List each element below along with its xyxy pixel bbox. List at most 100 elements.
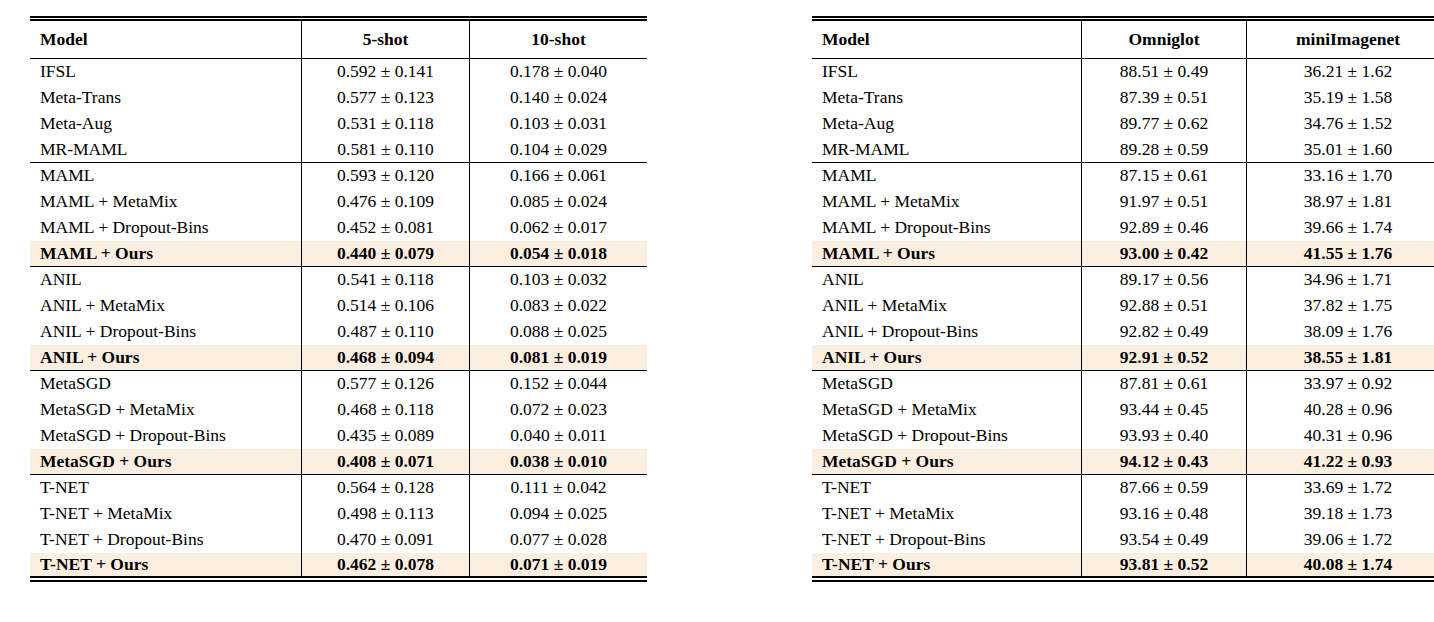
model-cell: MR-MAML [30, 137, 302, 163]
model-cell: ANIL + Ours [812, 345, 1082, 371]
value-cell: 35.01 ± 1.60 [1247, 137, 1434, 163]
value-cell: 0.408 ± 0.071 [302, 449, 470, 475]
column-header: 5-shot [302, 19, 470, 59]
model-cell: MAML + MetaMix [30, 189, 302, 215]
value-cell: 0.088 ± 0.025 [470, 319, 648, 345]
model-cell: T-NET + Ours [30, 553, 302, 579]
model-cell: MAML + Ours [30, 241, 302, 267]
model-cell: MetaSGD + Dropout-Bins [30, 423, 302, 449]
value-cell: 88.51 ± 0.49 [1082, 59, 1247, 85]
table-row: MetaSGD87.81 ± 0.6133.97 ± 0.920.00 [812, 371, 1434, 397]
table-row: ANIL0.541 ± 0.1180.103 ± 0.032 [30, 267, 647, 293]
table-row: MetaSGD + MetaMix93.44 ± 0.4540.28 ± 0.9… [812, 397, 1434, 423]
value-cell: 89.77 ± 0.62 [1082, 111, 1247, 137]
value-cell: 0.054 ± 0.018 [470, 241, 648, 267]
table-row: T-NET87.66 ± 0.5933.69 ± 1.720.00 [812, 475, 1434, 501]
value-cell: 0.531 ± 0.118 [302, 111, 470, 137]
value-cell: 0.085 ± 0.024 [470, 189, 648, 215]
value-cell: 0.452 ± 0.081 [302, 215, 470, 241]
row-group: MAML87.15 ± 0.6133.16 ± 1.700.00MAML + M… [812, 163, 1434, 267]
table-row: T-NET + MetaMix0.498 ± 0.1130.094 ± 0.02… [30, 501, 647, 527]
table-row: ANIL89.17 ± 0.5634.96 ± 1.710.00 [812, 267, 1434, 293]
column-header: Model [812, 19, 1082, 59]
table-row: ANIL + Ours0.468 ± 0.0940.081 ± 0.019 [30, 345, 647, 371]
table-row: T-NET + Dropout-Bins0.470 ± 0.0910.077 ±… [30, 527, 647, 553]
value-cell: 0.435 ± 0.089 [302, 423, 470, 449]
model-cell: ANIL + Dropout-Bins [812, 319, 1082, 345]
value-cell: 40.31 ± 0.96 [1247, 423, 1434, 449]
table-row: ANIL + Dropout-Bins92.82 ± 0.4938.09 ± 1… [812, 319, 1434, 345]
value-cell: 87.66 ± 0.59 [1082, 475, 1247, 501]
value-cell: 0.111 ± 0.042 [470, 475, 648, 501]
column-header: Model [30, 19, 302, 59]
table-row: Meta-Trans87.39 ± 0.5135.19 ± 1.58\ [812, 85, 1434, 111]
value-cell: 93.54 ± 0.49 [1082, 527, 1247, 553]
model-cell: T-NET + MetaMix [30, 501, 302, 527]
value-cell: 0.072 ± 0.023 [470, 397, 648, 423]
value-cell: 0.476 ± 0.109 [302, 189, 470, 215]
table-row: MetaSGD + Ours94.12 ± 0.4341.22 ± 0.93+6… [812, 449, 1434, 475]
value-cell: 41.55 ± 1.76 [1247, 241, 1434, 267]
model-cell: MAML [30, 163, 302, 189]
column-header: 10-shot [470, 19, 648, 59]
row-group: T-NET0.564 ± 0.1280.111 ± 0.042T-NET + M… [30, 475, 647, 579]
table-row: MetaSGD + Dropout-Bins93.93 ± 0.4040.31 … [812, 423, 1434, 449]
table-row: T-NET + MetaMix93.16 ± 0.4839.18 ± 1.73+… [812, 501, 1434, 527]
value-cell: 0.178 ± 0.040 [470, 59, 648, 85]
value-cell: 0.498 ± 0.113 [302, 501, 470, 527]
row-group: T-NET87.66 ± 0.5933.69 ± 1.720.00T-NET +… [812, 475, 1434, 579]
value-cell: 0.077 ± 0.028 [470, 527, 648, 553]
table-row: MAML87.15 ± 0.6133.16 ± 1.700.00 [812, 163, 1434, 189]
value-cell: 33.69 ± 1.72 [1247, 475, 1434, 501]
model-cell: MetaSGD + Dropout-Bins [812, 423, 1082, 449]
value-cell: 0.577 ± 0.123 [302, 85, 470, 111]
header-row: ModelOmniglotminiImagenetTC [812, 19, 1434, 59]
value-cell: 0.038 ± 0.010 [470, 449, 648, 475]
row-group: ANIL89.17 ± 0.5634.96 ± 1.710.00ANIL + M… [812, 267, 1434, 371]
value-cell: 0.514 ± 0.106 [302, 293, 470, 319]
value-cell: 0.468 ± 0.118 [302, 397, 470, 423]
value-cell: 33.97 ± 0.92 [1247, 371, 1434, 397]
table-row: ANIL + Ours92.91 ± 0.5238.55 ± 1.81+3.56 [812, 345, 1434, 371]
model-cell: MAML + Dropout-Bins [812, 215, 1082, 241]
value-cell: 0.103 ± 0.032 [470, 267, 648, 293]
table-row: MetaSGD0.577 ± 0.1260.152 ± 0.044 [30, 371, 647, 397]
value-cell: 40.28 ± 0.96 [1247, 397, 1434, 423]
model-cell: T-NET [812, 475, 1082, 501]
results-table-shot: Model5-shot10-shotIFSL0.592 ± 0.1410.178… [30, 16, 647, 582]
model-cell: MetaSGD + MetaMix [30, 397, 302, 423]
value-cell: 0.083 ± 0.022 [470, 293, 648, 319]
table-row: ANIL + MetaMix92.88 ± 0.5137.82 ± 1.75-0… [812, 293, 1434, 319]
value-cell: 33.16 ± 1.70 [1247, 163, 1434, 189]
model-cell: MetaSGD [812, 371, 1082, 397]
value-cell: 87.81 ± 0.61 [1082, 371, 1247, 397]
table-row: MetaSGD + Dropout-Bins0.435 ± 0.0890.040… [30, 423, 647, 449]
column-header: miniImagenet [1247, 19, 1434, 59]
value-cell: 92.88 ± 0.51 [1082, 293, 1247, 319]
table-row: Meta-Trans0.577 ± 0.1230.140 ± 0.024 [30, 85, 647, 111]
value-cell: 39.66 ± 1.74 [1247, 215, 1434, 241]
value-cell: 89.28 ± 0.59 [1082, 137, 1247, 163]
value-cell: 0.440 ± 0.079 [302, 241, 470, 267]
model-cell: MetaSGD + Ours [812, 449, 1082, 475]
model-cell: MR-MAML [812, 137, 1082, 163]
model-cell: MAML + Ours [812, 241, 1082, 267]
value-cell: 94.12 ± 0.43 [1082, 449, 1247, 475]
value-cell: 38.55 ± 1.81 [1247, 345, 1434, 371]
table-row: T-NET + Dropout-Bins93.54 ± 0.4939.06 ± … [812, 527, 1434, 553]
value-cell: 89.17 ± 0.56 [1082, 267, 1247, 293]
table-row: MR-MAML0.581 ± 0.1100.104 ± 0.029 [30, 137, 647, 163]
value-cell: 36.21 ± 1.62 [1247, 59, 1434, 85]
row-group: ANIL0.541 ± 0.1180.103 ± 0.032ANIL + Met… [30, 267, 647, 371]
value-cell: 0.094 ± 0.025 [470, 501, 648, 527]
header-row: Model5-shot10-shot [30, 19, 647, 59]
value-cell: 0.104 ± 0.029 [470, 137, 648, 163]
value-cell: 0.152 ± 0.044 [470, 371, 648, 397]
table-header: ModelOmniglotminiImagenetTC [812, 19, 1434, 59]
value-cell: 0.462 ± 0.078 [302, 553, 470, 579]
table-row: MR-MAML89.28 ± 0.5935.01 ± 1.60\ [812, 137, 1434, 163]
model-cell: MetaSGD + Ours [30, 449, 302, 475]
value-cell: 0.062 ± 0.017 [470, 215, 648, 241]
table-row: T-NET0.564 ± 0.1280.111 ± 0.042 [30, 475, 647, 501]
model-cell: Meta-Aug [30, 111, 302, 137]
